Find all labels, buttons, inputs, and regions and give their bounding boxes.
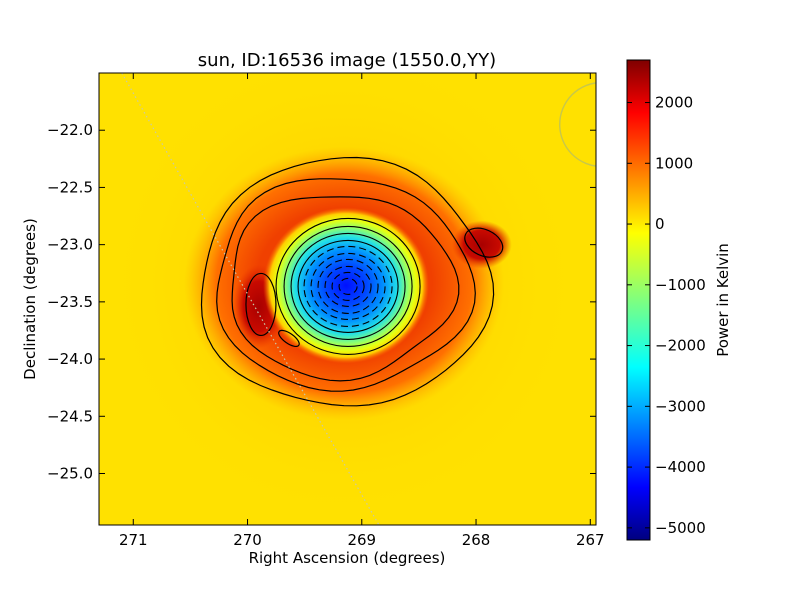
colorbar-tick-label: −5000 — [655, 519, 706, 537]
contour-negative — [303, 245, 393, 327]
dotted-reference-line — [121, 73, 380, 525]
colorbar-ticks: 2000 1000 0 −1000 −2000 −3000 −4000 −5000 — [627, 94, 706, 537]
core-gradient — [263, 207, 430, 364]
contour-hot-spot — [464, 227, 504, 258]
contour-negative — [317, 258, 379, 314]
y-tick-label: −24.0 — [47, 350, 93, 368]
x-tick-label: 270 — [233, 531, 262, 549]
contour-hot-spot — [245, 272, 277, 337]
contour-negative — [331, 271, 365, 301]
contour-negative — [310, 252, 386, 320]
x-axis-label: Right Ascension (degrees) — [249, 549, 446, 567]
contour-positive — [275, 217, 421, 355]
x-tick-label: 269 — [347, 531, 376, 549]
x-axis-ticks: 271 270 269 268 267 — [119, 73, 605, 549]
colorbar-tick-label: −2000 — [655, 337, 706, 355]
contour-lines — [200, 156, 504, 407]
heatmap-plot-area — [99, 73, 596, 525]
contour-positive — [283, 225, 413, 347]
colorbar-tick-label: 0 — [655, 215, 665, 233]
contour-negative — [338, 277, 358, 295]
contour-positive — [297, 239, 399, 333]
contour-outer — [200, 156, 495, 407]
y-tick-label: −23.5 — [47, 293, 93, 311]
y-tick-label: −22.0 — [47, 121, 93, 139]
contour-hot-spot — [278, 329, 300, 348]
y-axis-ticks: −22.0 −22.5 −23.0 −23.5 −24.0 −24.5 −25.0 — [47, 121, 596, 483]
beam-circle — [559, 82, 596, 167]
central-minimum — [263, 207, 430, 364]
colorbar-tick-label: −4000 — [655, 458, 706, 476]
contour-inner — [231, 196, 460, 382]
y-tick-label: −25.0 — [47, 465, 93, 483]
y-tick-label: −23.0 — [47, 236, 93, 254]
contour-mid — [216, 178, 476, 392]
colorbar-tick-label: 1000 — [655, 154, 693, 172]
colorbar-tick-label: 2000 — [655, 94, 693, 112]
y-tick-label: −22.5 — [47, 178, 93, 196]
x-tick-label: 268 — [462, 531, 491, 549]
colorbar-gradient — [626, 59, 651, 541]
plot-frame — [98, 72, 597, 526]
y-axis-label: Declination (degrees) — [21, 218, 39, 380]
contour-positive — [290, 232, 406, 340]
x-tick-label: 267 — [576, 531, 605, 549]
colorbar-tick-label: −3000 — [655, 397, 706, 415]
x-tick-label: 271 — [119, 531, 148, 549]
colorbar-tick-label: −1000 — [655, 276, 706, 294]
y-tick-label: −24.5 — [47, 407, 93, 425]
colorbar: 2000 1000 0 −1000 −2000 −3000 −4000 −5000 Power… — [626, 59, 732, 541]
colorbar-label: Power in Kelvin — [714, 243, 732, 357]
contour-negative — [324, 265, 372, 307]
chart-title: sun, ID:16536 image (1550.0,YY) — [198, 50, 496, 71]
